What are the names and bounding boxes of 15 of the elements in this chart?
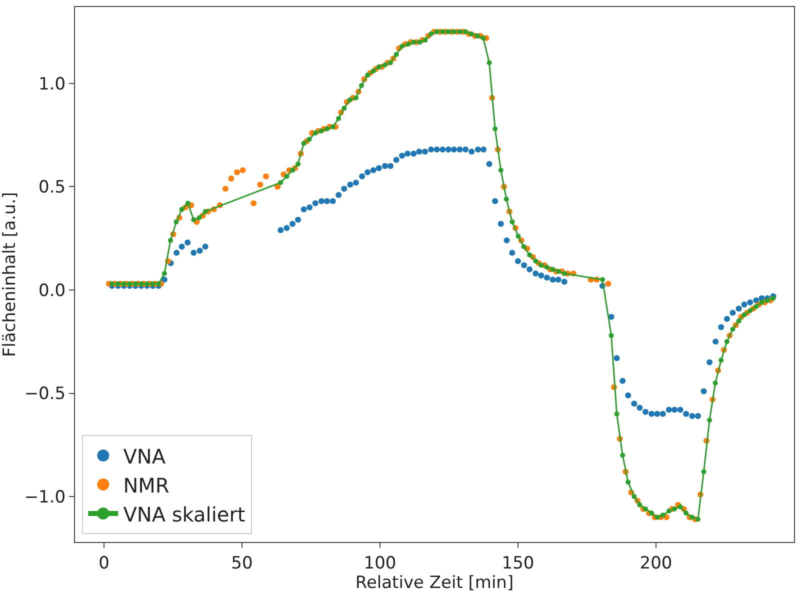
y-axis-title: Flächeninhalt [a.u.] — [0, 192, 20, 358]
y-tick-label: 0.0 — [38, 280, 66, 301]
y-tick-label: 1.0 — [38, 74, 66, 94]
x-tick-label: 150 — [502, 553, 534, 574]
x-tick-label: 0 — [98, 553, 110, 574]
y-tick-label: −0.5 — [24, 384, 66, 404]
legend-label: NMR — [123, 473, 170, 498]
y-tick-label: −1.0 — [24, 488, 66, 508]
x-axis-title: Relative Zeit [min] — [355, 573, 514, 593]
legend-label: VNA — [123, 444, 166, 468]
x-tick-label: 50 — [231, 553, 253, 574]
legend-label: VNA skaliert — [123, 502, 246, 526]
x-tick-label: 200 — [640, 553, 672, 574]
x-tick-label: 100 — [364, 553, 396, 574]
y-tick-label: 0.5 — [38, 178, 66, 198]
